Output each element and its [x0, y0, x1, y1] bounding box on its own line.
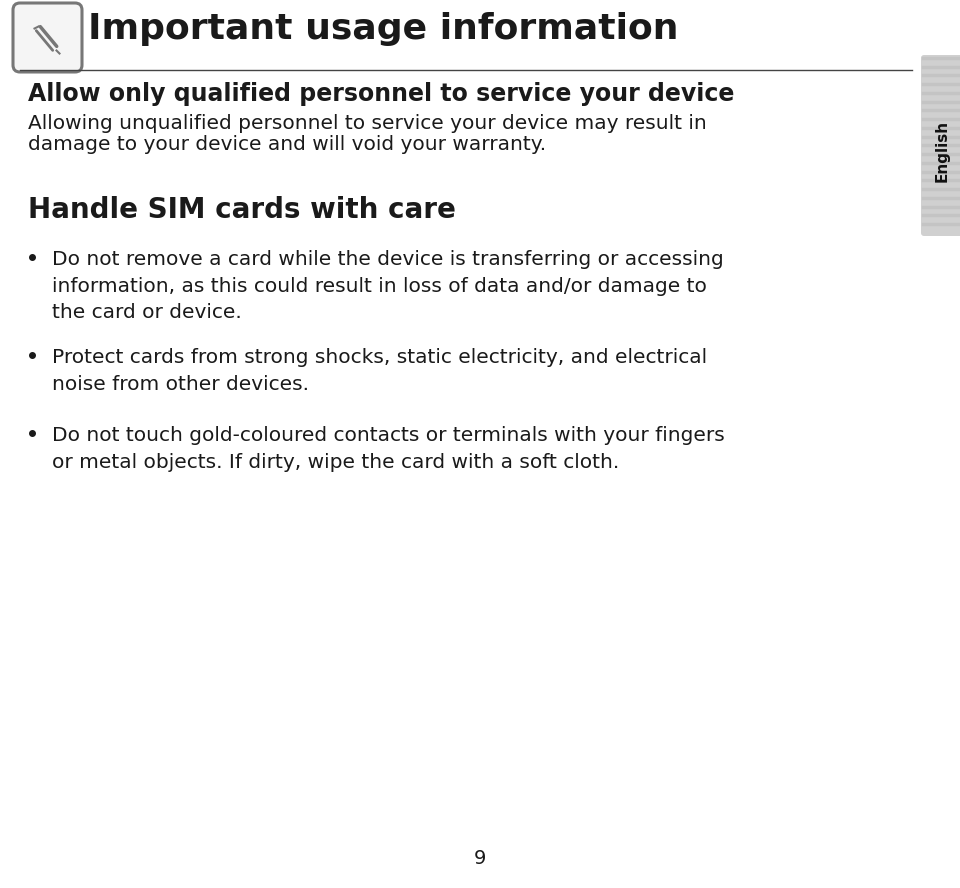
Text: Protect cards from strong shocks, static electricity, and electrical
noise from : Protect cards from strong shocks, static… — [52, 348, 708, 393]
Text: Do not remove a card while the device is transferring or accessing
information, : Do not remove a card while the device is… — [52, 250, 724, 322]
Text: damage to your device and will void your warranty.: damage to your device and will void your… — [28, 135, 546, 154]
Text: Do not touch gold-coloured contacts or terminals with your fingers
or metal obje: Do not touch gold-coloured contacts or t… — [52, 426, 725, 472]
Text: 9: 9 — [474, 849, 486, 868]
Text: Allow only qualified personnel to service your device: Allow only qualified personnel to servic… — [28, 82, 734, 106]
Text: English: English — [935, 120, 950, 181]
FancyBboxPatch shape — [13, 3, 82, 72]
FancyBboxPatch shape — [921, 55, 960, 236]
Text: Allowing unqualified personnel to service your device may result in: Allowing unqualified personnel to servic… — [28, 114, 707, 133]
Text: Handle SIM cards with care: Handle SIM cards with care — [28, 196, 456, 224]
Text: Important usage information: Important usage information — [88, 12, 679, 46]
